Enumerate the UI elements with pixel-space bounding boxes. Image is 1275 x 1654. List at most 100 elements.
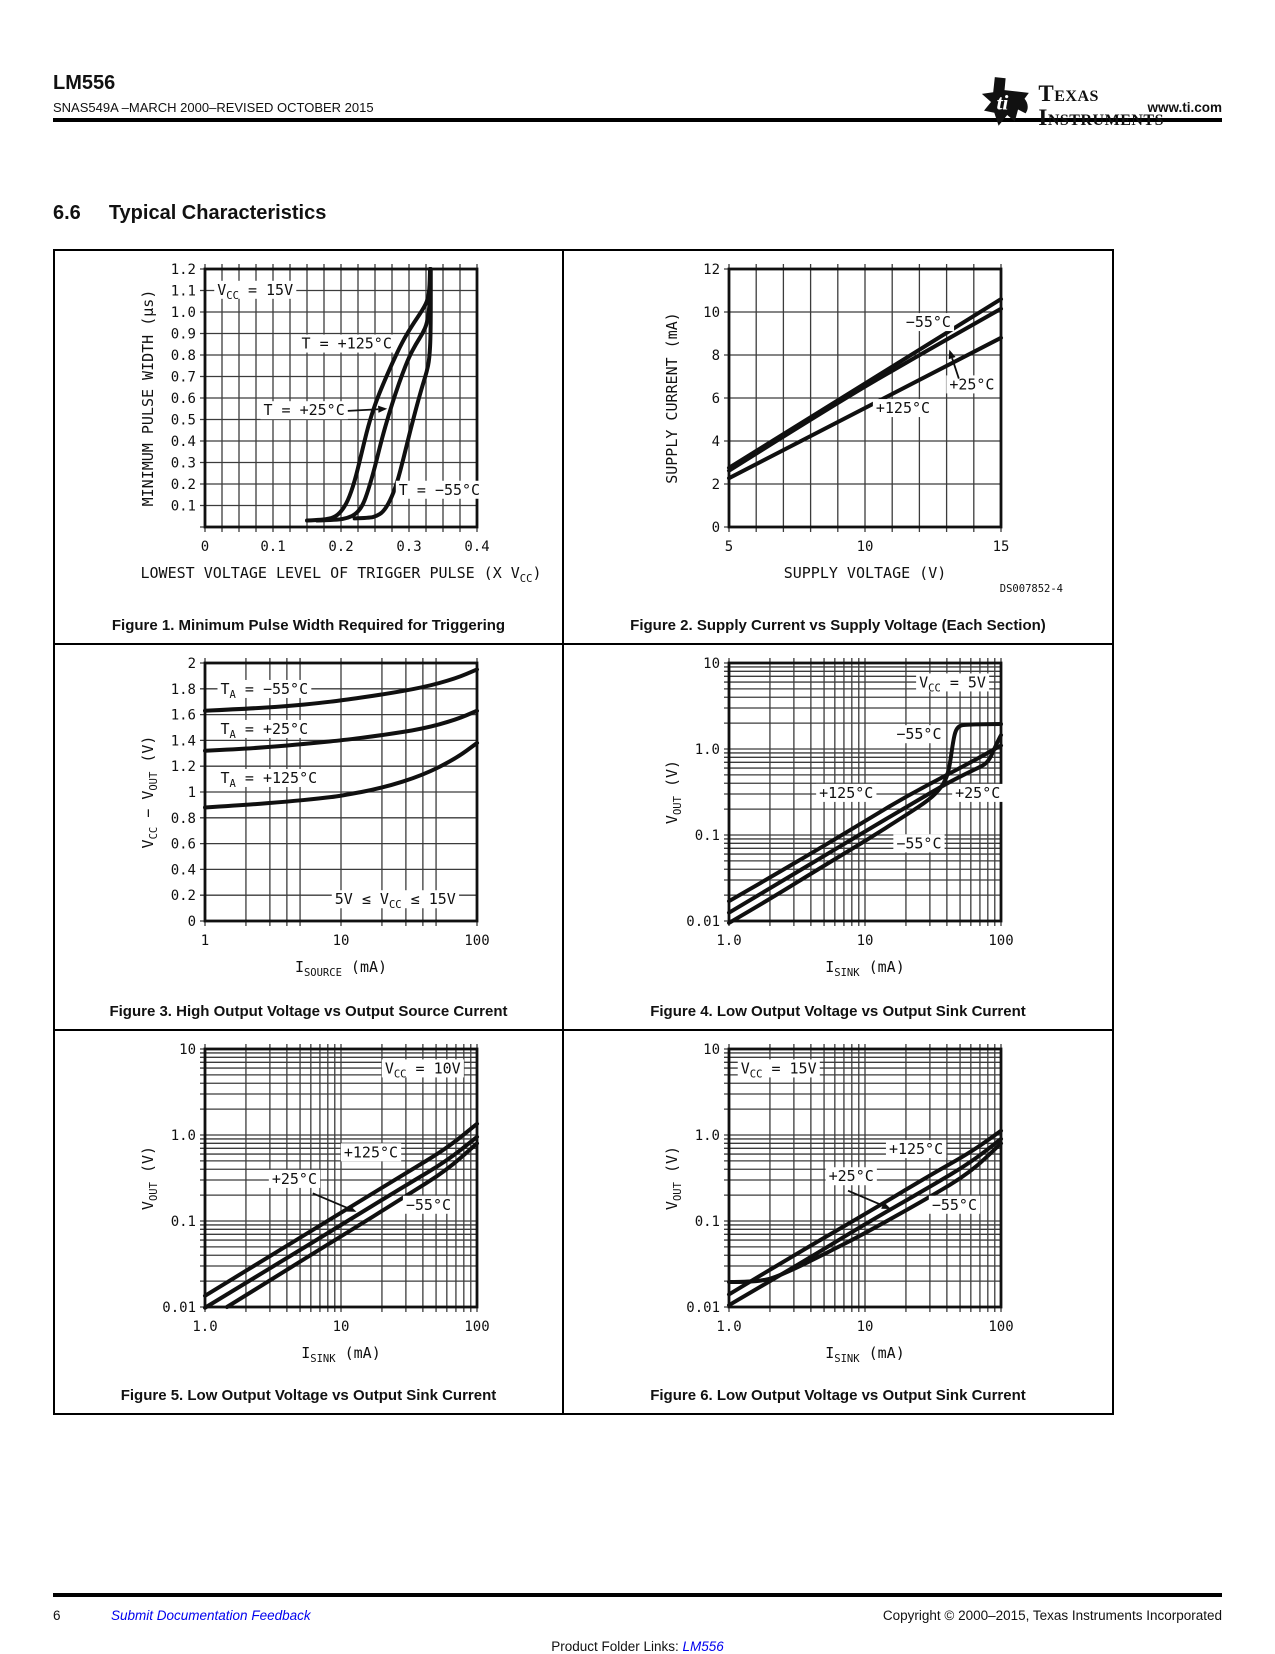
doc-row: SNAS549A –MARCH 2000–REVISED OCTOBER 201… bbox=[53, 100, 1222, 115]
svg-text:0: 0 bbox=[201, 539, 209, 555]
svg-text:1.0: 1.0 bbox=[171, 305, 196, 321]
svg-text:100: 100 bbox=[988, 1319, 1013, 1335]
svg-text:T = −55°C: T = −55°C bbox=[399, 481, 480, 499]
svg-text:T = +125°C: T = +125°C bbox=[302, 335, 392, 353]
svg-text:1.1: 1.1 bbox=[171, 284, 196, 300]
figure-4-cell: VCC = 5V −55°C +125°C +25°C −55°C 1.0 10 100 0.0… bbox=[564, 645, 1112, 1031]
svg-text:−55°C: −55°C bbox=[896, 834, 941, 852]
svg-text:1.6: 1.6 bbox=[171, 708, 196, 724]
svg-text:1.0: 1.0 bbox=[171, 1128, 196, 1144]
svg-text:0.2: 0.2 bbox=[328, 539, 353, 555]
svg-text:0.4: 0.4 bbox=[171, 862, 196, 878]
figure-5-cell: VCC = 10V +125°C +25°C −55°C 1.0 10 100 0.01 0.1… bbox=[55, 1031, 564, 1413]
svg-text:SUPPLY CURRENT (mA): SUPPLY CURRENT (mA) bbox=[663, 312, 681, 484]
svg-text:+125°C: +125°C bbox=[344, 1143, 398, 1161]
page-footer: 6 Submit Documentation Feedback Copyrigh… bbox=[53, 1608, 1222, 1623]
svg-text:+25°C: +25°C bbox=[272, 1170, 317, 1188]
page-number: 6 bbox=[53, 1608, 61, 1623]
svg-text:0: 0 bbox=[188, 914, 196, 930]
figure-3-caption: Figure 3. High Output Voltage vs Output … bbox=[109, 1003, 508, 1020]
section-name: Typical Characteristics bbox=[108, 202, 327, 224]
figure-5-caption: Figure 5. Low Output Voltage vs Output S… bbox=[120, 1387, 497, 1404]
ti-logo: ti Texas Instruments bbox=[977, 74, 1164, 130]
copyright-text: Copyright © 2000–2015, Texas Instruments… bbox=[882, 1608, 1222, 1623]
svg-text:0.1: 0.1 bbox=[260, 539, 285, 555]
svg-text:0.1: 0.1 bbox=[695, 828, 720, 844]
ti-wordmark-line1: Texas bbox=[1038, 81, 1099, 106]
svg-text:10: 10 bbox=[857, 1319, 874, 1335]
product-folder-row: Product Folder Links: LM556 bbox=[53, 1639, 1222, 1654]
figure-3-chart: TA = −55°C TA = +25°C TA = +125°C 5V ≤ VCC … bbox=[55, 645, 562, 1000]
svg-text:ISINK (mA): ISINK (mA) bbox=[825, 1344, 904, 1365]
svg-text:0.8: 0.8 bbox=[171, 348, 196, 364]
svg-text:−55°C: −55°C bbox=[406, 1196, 451, 1214]
svg-text:−55°C: −55°C bbox=[906, 313, 951, 331]
svg-text:10: 10 bbox=[857, 539, 874, 555]
figure-6-cell: VCC = 15V +125°C +25°C −55°C 1.0 10 100 0.01 0.1… bbox=[564, 1031, 1112, 1413]
section-number: 6.6 bbox=[53, 202, 81, 224]
figure-2-chart: −55°C +25°C +125°C 5 10 15 0 2 4 6 8 10 12 SUPPLY VOL… bbox=[564, 251, 1112, 606]
figure-6-chart: VCC = 15V +125°C +25°C −55°C 1.0 10 100 0.01 0.1… bbox=[564, 1031, 1112, 1386]
svg-text:+25°C: +25°C bbox=[829, 1167, 874, 1185]
svg-text:6: 6 bbox=[712, 391, 720, 407]
svg-text:ti: ti bbox=[997, 91, 1009, 115]
product-folder-link[interactable]: LM556 bbox=[682, 1639, 724, 1654]
section-title: 6.6 Typical Characteristics bbox=[53, 202, 1222, 225]
ti-wordmark-line2: Instruments bbox=[1038, 105, 1164, 130]
typical-characteristics-grid: VCC = 15V T = +125°C T = +25°C T = −55°C 0 0.… bbox=[53, 249, 1114, 1415]
svg-text:SUPPLY VOLTAGE (V): SUPPLY VOLTAGE (V) bbox=[784, 564, 947, 582]
submit-feedback-link[interactable]: Submit Documentation Feedback bbox=[111, 1608, 311, 1623]
svg-text:10: 10 bbox=[703, 656, 720, 672]
svg-text:10: 10 bbox=[333, 933, 350, 949]
svg-text:1.0: 1.0 bbox=[716, 933, 741, 949]
svg-text:VCC = 10V: VCC = 10V bbox=[385, 1059, 461, 1080]
svg-text:VOUT (V): VOUT (V) bbox=[139, 1146, 160, 1210]
svg-text:0.4: 0.4 bbox=[464, 539, 489, 555]
svg-text:8: 8 bbox=[712, 348, 720, 364]
product-folder-label: Product Folder Links: bbox=[551, 1639, 679, 1654]
svg-text:VCC − VOUT (V): VCC − VOUT (V) bbox=[139, 736, 160, 849]
svg-text:2: 2 bbox=[712, 477, 720, 493]
svg-text:0.1: 0.1 bbox=[171, 1214, 196, 1230]
svg-text:10: 10 bbox=[179, 1042, 196, 1058]
svg-text:15: 15 bbox=[993, 539, 1010, 555]
header-rule bbox=[53, 118, 1222, 122]
svg-text:VOUT (V): VOUT (V) bbox=[663, 1146, 684, 1210]
figure-1-chart: VCC = 15V T = +125°C T = +25°C T = −55°C 0 0.… bbox=[55, 251, 562, 606]
svg-text:+125°C: +125°C bbox=[889, 1140, 943, 1158]
svg-text:VOUT (V): VOUT (V) bbox=[663, 760, 684, 824]
svg-text:2: 2 bbox=[188, 656, 196, 672]
figure-5-chart: VCC = 10V +125°C +25°C −55°C 1.0 10 100 0.01 0.1… bbox=[55, 1031, 562, 1386]
svg-text:VCC = 5V: VCC = 5V bbox=[919, 673, 986, 694]
svg-text:5: 5 bbox=[725, 539, 733, 555]
figure-2-caption: Figure 2. Supply Current vs Supply Volta… bbox=[630, 617, 1046, 634]
svg-text:4: 4 bbox=[712, 434, 720, 450]
svg-text:100: 100 bbox=[988, 933, 1013, 949]
svg-text:+25°C: +25°C bbox=[955, 784, 1000, 802]
svg-text:0.01: 0.01 bbox=[686, 1300, 720, 1316]
ti-site-link[interactable]: www.ti.com bbox=[1147, 100, 1222, 115]
svg-text:0.6: 0.6 bbox=[171, 837, 196, 853]
svg-text:TA = +25°C: TA = +25°C bbox=[221, 720, 309, 741]
figure-2-cell: −55°C +25°C +125°C 5 10 15 0 2 4 6 8 10 12 SUPPLY VOL… bbox=[564, 251, 1112, 645]
svg-text:0.3: 0.3 bbox=[396, 539, 421, 555]
ti-texas-icon: ti bbox=[982, 77, 1030, 126]
figure-4-caption: Figure 4. Low Output Voltage vs Output S… bbox=[650, 1003, 1026, 1020]
footer-rule bbox=[53, 1593, 1222, 1597]
chart-svg: VCC = 15V T = +125°C T = +25°C T = −55°C 0 0.… bbox=[139, 262, 541, 585]
svg-text:0.2: 0.2 bbox=[171, 477, 196, 493]
svg-text:0.8: 0.8 bbox=[171, 811, 196, 827]
svg-text:5V ≤ VCC ≤ 15V: 5V ≤ VCC ≤ 15V bbox=[335, 890, 456, 911]
chart-svg: −55°C +25°C +125°C 5 10 15 0 2 4 6 8 10 12 SUPPLY VOL… bbox=[663, 262, 1063, 595]
svg-text:0.01: 0.01 bbox=[686, 914, 720, 930]
svg-text:+125°C: +125°C bbox=[819, 784, 873, 802]
doc-id: SNAS549A –MARCH 2000–REVISED OCTOBER 201… bbox=[53, 100, 374, 115]
chart-svg: VCC = 5V −55°C +125°C +25°C −55°C 1.0 10 100 0.0… bbox=[663, 656, 1014, 979]
figure-4-chart: VCC = 5V −55°C +125°C +25°C −55°C 1.0 10 100 0.0… bbox=[564, 645, 1112, 1000]
figure-1-caption: Figure 1. Minimum Pulse Width Required f… bbox=[111, 617, 506, 634]
svg-text:10: 10 bbox=[857, 933, 874, 949]
figure-3-cell: TA = −55°C TA = +25°C TA = +125°C 5V ≤ VCC … bbox=[55, 645, 564, 1031]
svg-text:0.5: 0.5 bbox=[171, 413, 196, 429]
svg-text:1.0: 1.0 bbox=[716, 1319, 741, 1335]
